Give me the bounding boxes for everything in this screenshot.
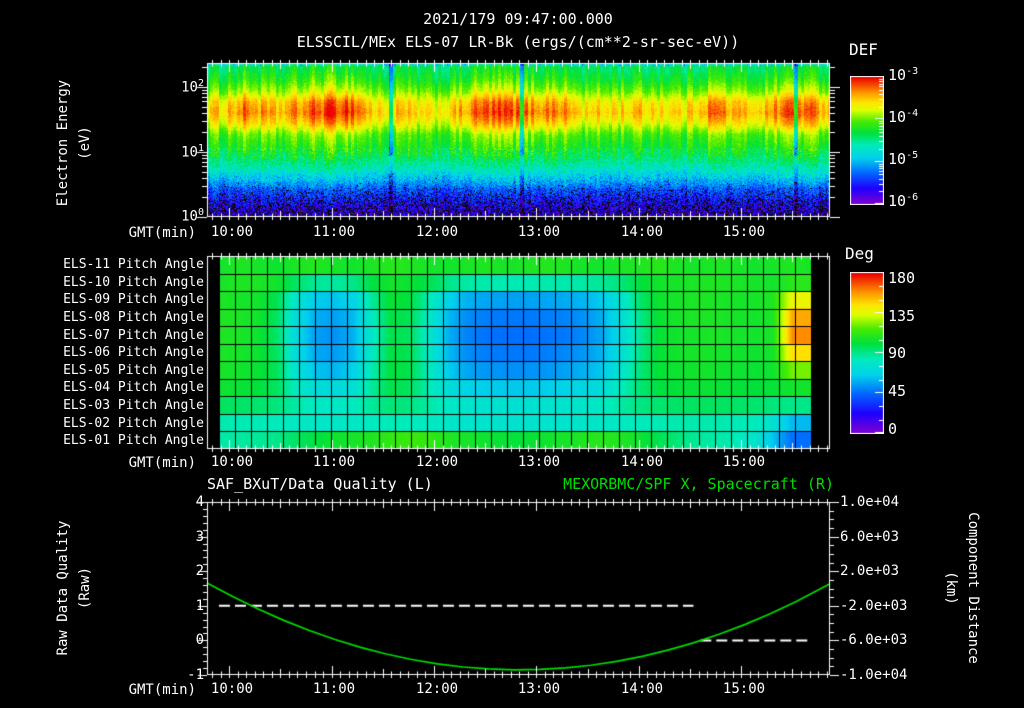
flux-cbar-tick-1e-6: 10-6 — [888, 192, 919, 210]
spectrogram-y-axis-title: Electron Energy — [55, 79, 71, 207]
spectrogram-ytick-100ev: 102 — [181, 78, 204, 96]
spectrogram-x-axis-title: GMT(min) — [128, 225, 196, 241]
pitch-colorbar — [850, 272, 884, 434]
quality-distance-line-plot — [195, 494, 840, 682]
pitch-row-label-els07: ELS-07 Pitch Angle — [63, 328, 204, 343]
pitch-xtick-1500: 15:00 — [722, 454, 766, 470]
deg-tick-45: 45 — [888, 382, 907, 400]
yleft-tick-neg1: -1 — [187, 667, 204, 683]
line-plot-left-title: SAF_BXuT/Data Quality (L) — [207, 475, 433, 493]
pitch-xtick-1300: 13:00 — [517, 454, 561, 470]
yright-tick-neg2e3: -2.0e+03 — [840, 598, 908, 614]
yleft-tick-4: 4 — [195, 494, 204, 510]
yleft-tick-2: 2 — [195, 563, 204, 579]
line-xtick-1500: 15:00 — [722, 681, 766, 697]
pitch-row-label-els03: ELS-03 Pitch Angle — [63, 398, 204, 413]
line-xtick-1200: 12:00 — [415, 681, 459, 697]
spectrogram-ytick-10ev: 101 — [181, 143, 204, 161]
pitch-x-axis-title: GMT(min) — [128, 455, 196, 471]
timestamp-title: 2021/179 09:47:00.000 — [423, 10, 613, 28]
line-yright-axis-unit: (km) — [943, 571, 959, 605]
flux-cbar-tick-1e-3: 10-3 — [888, 66, 919, 84]
line-yright-axis-title: Component Distance — [965, 512, 981, 664]
spectrogram-xtick-1300: 13:00 — [517, 224, 561, 240]
yright-tick-neg1e4: -1.0e+04 — [840, 667, 908, 683]
pitch-row-label-els02: ELS-02 Pitch Angle — [63, 416, 204, 431]
yright-tick-2e3: 2.0e+03 — [840, 563, 900, 579]
deg-tick-180: 180 — [888, 269, 916, 287]
pitch-row-label-els10: ELS-10 Pitch Angle — [63, 275, 204, 290]
pitch-row-label-els11: ELS-11 Pitch Angle — [63, 257, 204, 272]
yright-tick-neg6e3: -6.0e+03 — [840, 632, 908, 648]
spectrogram-xtick-1500: 15:00 — [722, 224, 766, 240]
line-plot-right-title: MEXORBMC/SPF X, Spacecraft (R) — [563, 475, 834, 493]
spectrogram-ytick-1ev: 100 — [181, 207, 204, 225]
line-xtick-1000: 10:00 — [210, 681, 254, 697]
flux-cbar-tick-1e-4: 10-4 — [888, 108, 919, 126]
pitch-row-label-els05: ELS-05 Pitch Angle — [63, 363, 204, 378]
pitch-row-label-els06: ELS-06 Pitch Angle — [63, 345, 204, 360]
pitch-row-label-els09: ELS-09 Pitch Angle — [63, 292, 204, 307]
yleft-tick-3: 3 — [195, 529, 204, 545]
spectrogram-xtick-1400: 14:00 — [620, 224, 664, 240]
line-xtick-1400: 14:00 — [620, 681, 664, 697]
electron-energy-spectrogram-plot — [195, 55, 840, 227]
line-xtick-1300: 13:00 — [517, 681, 561, 697]
instrument-title: ELSSCIL/MEx ELS-07 LR-Bk (ergs/(cm**2-sr… — [296, 33, 740, 51]
line-yleft-axis-title: Raw Data Quality — [55, 520, 71, 656]
spectrogram-xtick-1200: 12:00 — [415, 224, 459, 240]
line-x-axis-title: GMT(min) — [128, 682, 196, 698]
spectrogram-y-axis-unit: (eV) — [77, 126, 93, 160]
flux-cbar-tick-1e-5: 10-5 — [888, 150, 919, 168]
line-yleft-axis-unit: (Raw) — [77, 566, 93, 610]
flux-colorbar — [850, 76, 884, 205]
pitch-colorbar-title: Deg — [845, 244, 874, 263]
pitch-row-label-els08: ELS-08 Pitch Angle — [63, 310, 204, 325]
yleft-tick-0: 0 — [195, 632, 204, 648]
pitch-angle-heatmap-plot — [195, 248, 840, 456]
flux-colorbar-title: DEF — [849, 40, 878, 59]
spectrogram-xtick-1000: 10:00 — [210, 224, 254, 240]
deg-tick-0: 0 — [888, 420, 898, 438]
pitch-row-label-els01: ELS-01 Pitch Angle — [63, 433, 204, 448]
pitch-xtick-1200: 12:00 — [415, 454, 459, 470]
deg-tick-135: 135 — [888, 307, 916, 325]
yleft-tick-1: 1 — [195, 598, 204, 614]
pitch-row-label-els04: ELS-04 Pitch Angle — [63, 380, 204, 395]
deg-tick-90: 90 — [888, 344, 907, 362]
pitch-xtick-1000: 10:00 — [210, 454, 254, 470]
yright-tick-1e4: 1.0e+04 — [840, 494, 900, 510]
yright-tick-6e3: 6.0e+03 — [840, 529, 900, 545]
pitch-xtick-1400: 14:00 — [620, 454, 664, 470]
spectrogram-xtick-1100: 11:00 — [312, 224, 356, 240]
line-xtick-1100: 11:00 — [312, 681, 356, 697]
pitch-xtick-1100: 11:00 — [312, 454, 356, 470]
